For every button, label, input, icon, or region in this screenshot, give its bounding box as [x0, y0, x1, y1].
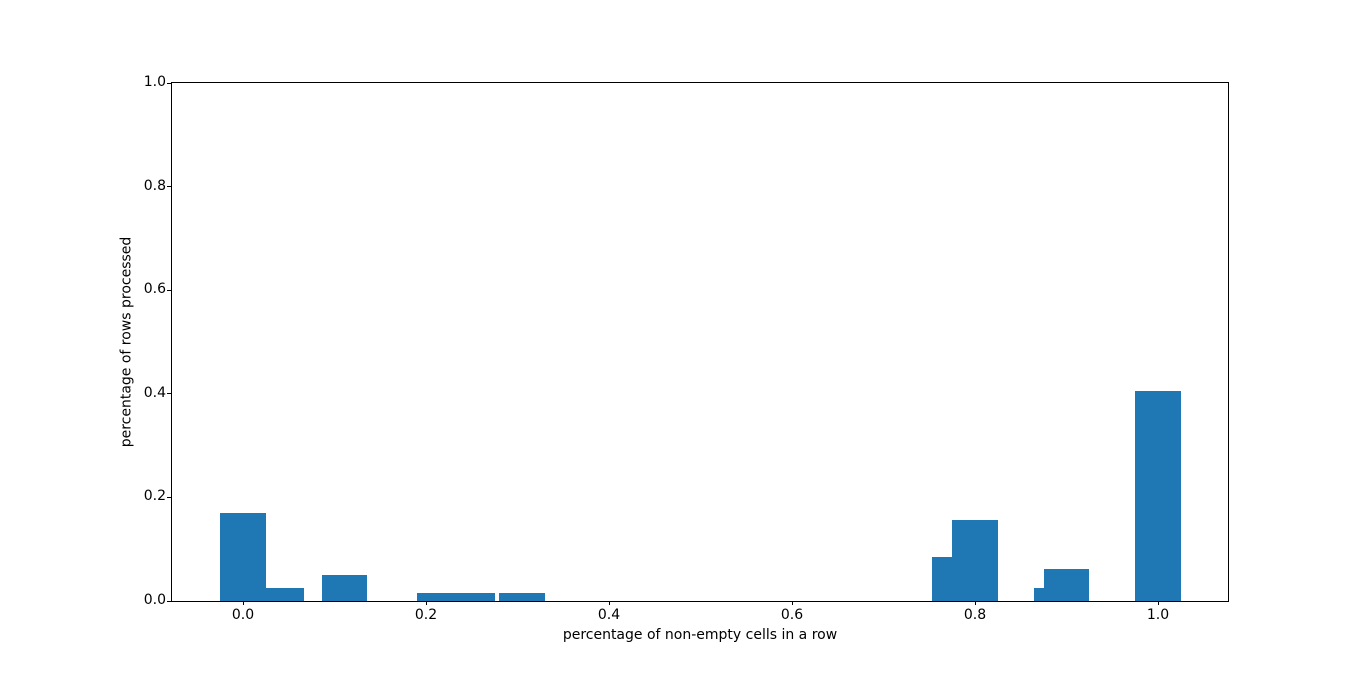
- bar: [499, 593, 545, 601]
- y-tick-label: 0.8: [143, 177, 166, 194]
- x-tick-label: 1.0: [1146, 607, 1170, 623]
- y-tick-mark: [167, 496, 171, 498]
- y-tick-label: 0.6: [143, 281, 166, 298]
- x-tick-mark: [425, 601, 427, 605]
- y-axis-label: percentage of rows processed: [118, 236, 135, 448]
- bar: [321, 574, 368, 601]
- x-tick-label: 0.6: [780, 607, 804, 623]
- plot-area: 0.0 0.2 0.4 0.6 0.8 1.0 0.0 0.2 0.4 0.6 0.8 1.0 per…: [119, 74, 1229, 643]
- bar: [1135, 390, 1181, 601]
- y-tick-mark: [167, 600, 171, 602]
- x-tick-mark: [242, 601, 244, 605]
- x-tick-mark: [1157, 601, 1159, 605]
- x-tick-mark: [974, 601, 976, 605]
- bar: [952, 519, 998, 601]
- y-tick-mark: [167, 82, 171, 84]
- bar: [448, 593, 495, 601]
- y-tick-label: 1.0: [143, 74, 166, 90]
- bar: [416, 593, 463, 601]
- x-tick-label: 0.4: [597, 607, 621, 623]
- y-tick-mark: [167, 186, 171, 188]
- bar: [1043, 568, 1090, 601]
- x-tick-mark: [791, 601, 793, 605]
- x-tick-mark: [608, 601, 610, 605]
- bar: [220, 512, 266, 601]
- y-tick-mark: [167, 289, 171, 291]
- x-tick-label: 0.0: [231, 607, 255, 623]
- x-axis-label: percentage of non-empty cells in a row: [562, 627, 838, 643]
- bar: [258, 587, 305, 601]
- x-tick-label: 0.2: [414, 607, 438, 623]
- y-tick-label: 0.0: [143, 592, 166, 608]
- x-tick-label: 0.8: [963, 607, 987, 623]
- y-tick-label: 0.2: [143, 488, 166, 505]
- y-tick-label: 0.4: [143, 384, 166, 401]
- y-tick-mark: [167, 393, 171, 395]
